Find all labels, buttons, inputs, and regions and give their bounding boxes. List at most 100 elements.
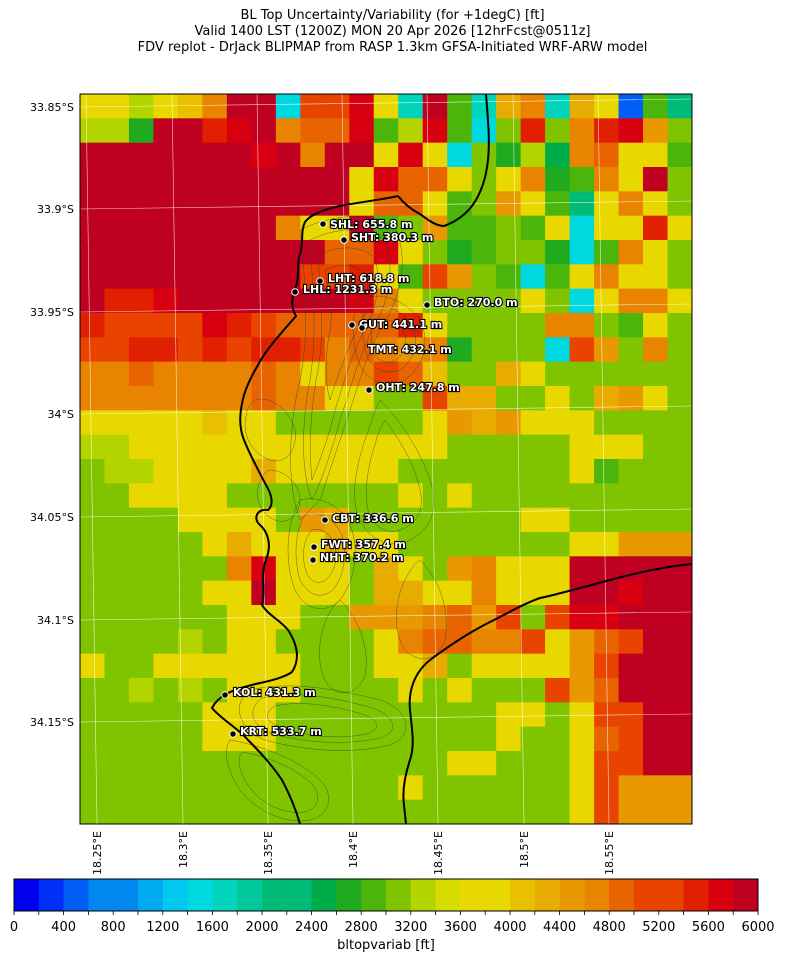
field-cell	[520, 459, 546, 484]
field-cell	[177, 580, 203, 606]
field-cell	[80, 240, 106, 265]
field-cell	[471, 288, 497, 314]
field-cell	[373, 799, 399, 824]
field-cell	[251, 337, 277, 363]
colorbar-swatch	[138, 879, 164, 911]
field-cell	[251, 483, 277, 509]
field-cell	[104, 629, 130, 655]
field-cell	[373, 191, 399, 217]
colorbar-swatch	[14, 879, 40, 911]
field-cell	[300, 215, 326, 241]
field-cell	[373, 532, 399, 557]
field-cell	[300, 167, 326, 192]
field-cell	[643, 434, 669, 460]
field-cell	[643, 507, 669, 533]
site-marker-sht	[340, 236, 348, 244]
field-cell	[128, 215, 155, 241]
field-cell	[471, 653, 497, 679]
field-cell	[471, 459, 497, 484]
field-cell	[594, 507, 620, 533]
field-cell	[569, 264, 595, 290]
field-cell	[153, 288, 179, 314]
colorbar-swatch	[559, 879, 585, 911]
field-cell	[618, 361, 644, 387]
field-cell	[128, 167, 155, 192]
field-cell	[226, 337, 252, 363]
field-cell	[594, 361, 620, 387]
field-cell	[447, 434, 473, 460]
field-cell	[520, 118, 546, 144]
field-cell	[349, 288, 375, 314]
field-cell	[251, 629, 277, 655]
field-cell	[422, 264, 448, 290]
field-cell	[324, 532, 350, 557]
field-cell	[422, 459, 448, 484]
colorbar-tick-label: 0	[10, 920, 18, 935]
field-cell	[373, 337, 399, 363]
field-cell	[520, 361, 546, 387]
field-cell	[496, 459, 522, 484]
field-cell	[300, 386, 326, 411]
field-cell	[202, 653, 228, 679]
field-cell	[520, 483, 546, 509]
field-cell	[104, 459, 130, 484]
colorbar-swatch	[113, 879, 139, 911]
field-cell	[104, 653, 130, 679]
colorbar-swatch	[212, 879, 238, 911]
field-cell	[202, 240, 228, 265]
title-line-3: FDV replot - DrJack BLIPMAP from RASP 1.…	[137, 40, 648, 55]
field-cell	[643, 799, 669, 824]
field-cell	[128, 434, 155, 460]
lat-label: 33.9°S	[37, 203, 74, 216]
field-cell	[202, 459, 228, 484]
field-cell	[275, 386, 301, 411]
field-cell	[545, 313, 571, 338]
field-cell	[618, 264, 644, 290]
field-cell	[80, 726, 106, 752]
field-cell	[594, 434, 620, 460]
field-cell	[177, 775, 203, 801]
field-cell	[569, 702, 595, 728]
field-cell	[251, 167, 277, 192]
field-cell	[618, 434, 644, 460]
field-cell	[251, 799, 277, 824]
field-cell	[300, 580, 326, 606]
field-cell	[618, 483, 644, 509]
field-cell	[496, 751, 522, 776]
field-cell	[128, 142, 155, 168]
field-cell	[300, 629, 326, 655]
site-label-shl: SHL: 655.8 m	[330, 218, 412, 231]
site-marker-nht	[309, 556, 317, 564]
field-cell	[153, 337, 179, 363]
colorbar-swatch	[386, 879, 412, 911]
colorbar-tick-label: 4400	[543, 920, 576, 935]
field-cell	[667, 118, 692, 144]
field-cell	[202, 629, 228, 655]
field-cell	[520, 94, 546, 119]
field-cell	[594, 337, 620, 363]
field-cell	[569, 751, 595, 776]
field-cell	[226, 167, 252, 192]
field-cell	[594, 288, 620, 314]
field-cell	[80, 386, 106, 411]
field-cell	[471, 386, 497, 411]
field-cell	[618, 167, 644, 192]
field-cell	[349, 629, 375, 655]
field-cell	[520, 726, 546, 752]
field-cell	[471, 799, 497, 824]
field-cell	[128, 702, 155, 728]
field-cell	[104, 410, 130, 436]
field-cell	[275, 215, 301, 241]
field-cell	[569, 726, 595, 752]
field-cell	[251, 410, 277, 436]
field-cell	[618, 799, 644, 824]
field-cell	[80, 751, 106, 776]
field-cell	[496, 702, 522, 728]
field-cell	[545, 629, 571, 655]
field-cell	[324, 410, 350, 436]
field-cell	[128, 288, 155, 314]
field-cell	[202, 799, 228, 824]
field-cell	[300, 775, 326, 801]
field-cell	[545, 288, 571, 314]
field-cell	[202, 434, 228, 460]
